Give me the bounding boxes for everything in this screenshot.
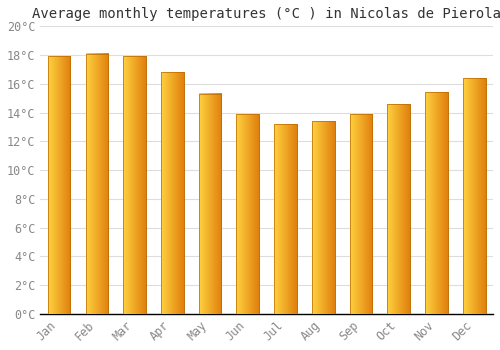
Bar: [161, 72, 184, 314]
Bar: [425, 92, 448, 314]
Bar: [312, 121, 334, 314]
Title: Average monthly temperatures (°C ) in Nicolas de Pierola: Average monthly temperatures (°C ) in Ni…: [32, 7, 500, 21]
Bar: [86, 54, 108, 314]
Bar: [48, 56, 70, 314]
Bar: [388, 104, 410, 314]
Bar: [463, 78, 485, 314]
Bar: [199, 94, 222, 314]
Bar: [236, 114, 259, 314]
Bar: [350, 114, 372, 314]
Bar: [274, 124, 297, 314]
Bar: [124, 56, 146, 314]
